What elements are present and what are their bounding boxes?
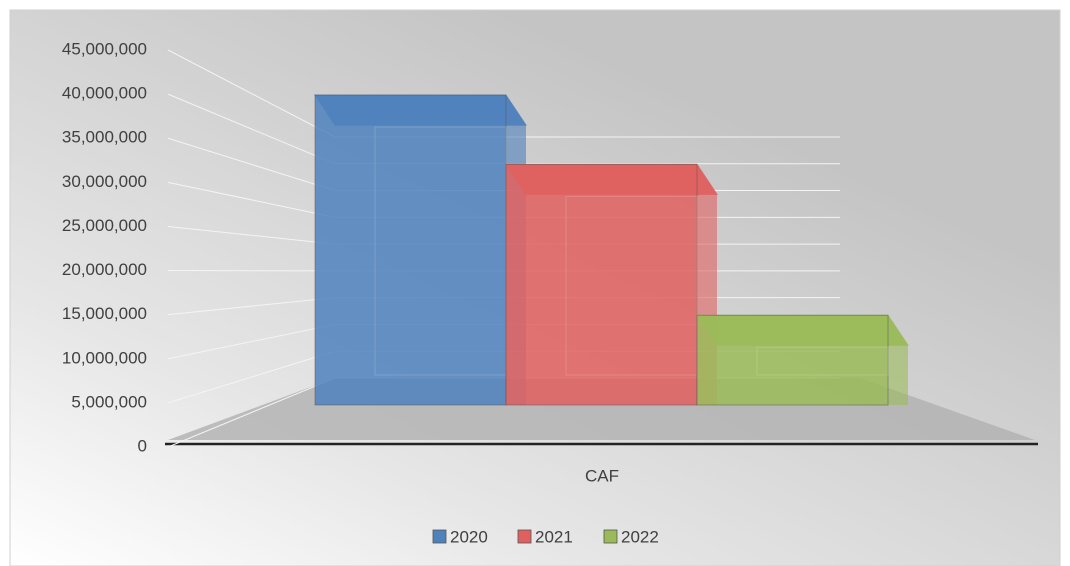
legend-swatch xyxy=(517,529,532,544)
bar xyxy=(314,94,507,406)
legend-swatch xyxy=(432,529,447,544)
bar-side xyxy=(888,315,908,405)
grid-line xyxy=(167,297,336,316)
bar xyxy=(696,314,889,406)
y-tick-label: 40,000,000 xyxy=(62,84,147,103)
grid-line xyxy=(167,350,336,404)
grid-line xyxy=(167,225,336,245)
bar-inner xyxy=(756,346,889,376)
bar xyxy=(505,163,698,406)
y-tick-label: 35,000,000 xyxy=(62,128,147,147)
legend-label: 2021 xyxy=(535,527,573,546)
y-tick-label: 25,000,000 xyxy=(62,216,147,235)
y-tick-label: 30,000,000 xyxy=(62,172,147,191)
grid-line xyxy=(167,93,336,165)
grid-line xyxy=(167,137,336,192)
legend-label: 2022 xyxy=(621,527,659,546)
y-tick-label: 10,000,000 xyxy=(62,348,147,367)
y-tick-label: 15,000,000 xyxy=(62,304,147,323)
x-tick-label: CAF xyxy=(585,466,619,485)
grid-line xyxy=(167,49,336,138)
legend-swatch xyxy=(603,529,618,544)
legend-label: 2020 xyxy=(450,527,488,546)
grid-line xyxy=(167,377,336,448)
y-tick-label: 0 xyxy=(138,436,147,455)
grid-line xyxy=(167,181,336,218)
y-tick-label: 20,000,000 xyxy=(62,260,147,279)
bar-inner xyxy=(565,195,698,376)
y-tick-label: 45,000,000 xyxy=(62,39,147,58)
grid-line xyxy=(167,323,336,360)
y-tick-label: 5,000,000 xyxy=(71,392,147,411)
